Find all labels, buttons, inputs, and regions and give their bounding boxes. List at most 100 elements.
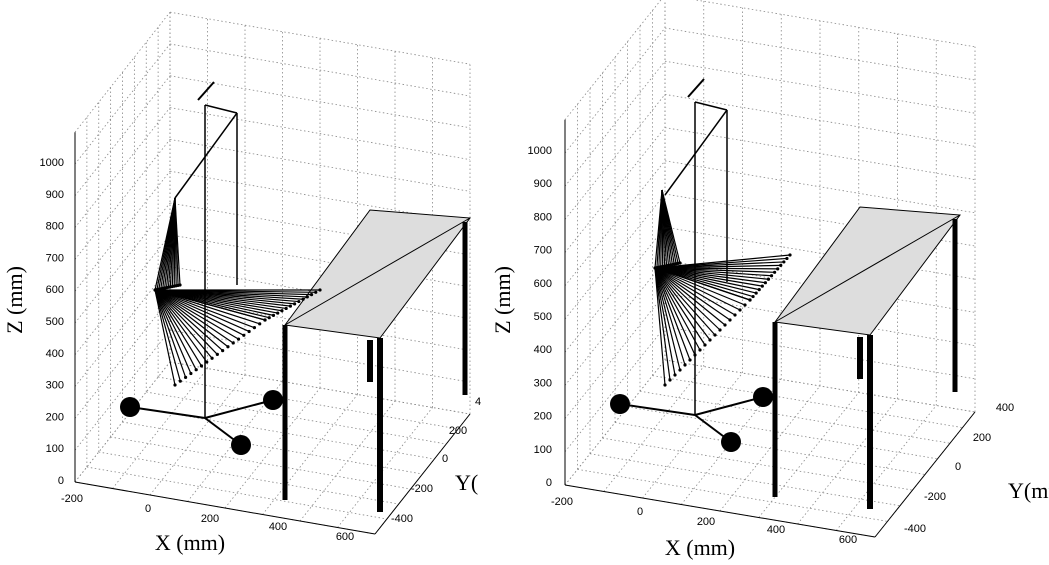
z-tick-label: 200	[534, 411, 552, 423]
table-top	[775, 207, 960, 335]
arm-tip	[200, 364, 203, 367]
floor-grid	[798, 399, 898, 524]
z-tick-label: 300	[46, 380, 64, 392]
arm-tip	[258, 322, 261, 325]
z-tick-label: 500	[534, 311, 552, 323]
x-tick-label: 200	[697, 516, 715, 528]
pole	[175, 113, 237, 198]
x-tick-label: -200	[551, 496, 573, 508]
arm-tip	[713, 333, 716, 336]
arm-tip	[782, 260, 785, 263]
x-tick-label: -200	[61, 493, 83, 505]
arm-tip	[678, 261, 681, 264]
z-tick-label: 1000	[40, 157, 64, 169]
x-axis-label: X (mm)	[155, 530, 225, 555]
arm-tip	[673, 373, 676, 376]
arm-tip	[738, 308, 741, 311]
x-tick-label: 600	[839, 534, 857, 546]
arm-tip	[733, 313, 736, 316]
wall-grid	[665, 94, 975, 146]
arm-tip	[195, 368, 198, 371]
arm-tip	[703, 343, 706, 346]
arm-tip	[698, 348, 701, 351]
arm-tip	[688, 358, 691, 361]
arm-tip	[318, 288, 321, 291]
floor-grid	[263, 395, 358, 515]
z-tick-label: 200	[46, 411, 64, 423]
base-ball	[721, 432, 741, 452]
wall-grid	[565, 260, 665, 385]
arm-tip	[285, 307, 288, 310]
arm-tip	[179, 380, 182, 383]
wall-grid	[170, 330, 470, 382]
x-tick-label: 200	[201, 513, 219, 525]
panel: 01002003004005006007008009001000-2000200…	[2, 12, 481, 555]
wall-grid	[565, 360, 665, 485]
x-tick-label: 400	[767, 524, 785, 536]
panel: 01002003004005006007008009001000-2000200…	[490, 0, 1049, 560]
floor-grid	[338, 408, 433, 528]
z-tick-label: 300	[534, 377, 552, 389]
y-tick-label: 400	[996, 402, 1014, 414]
wall-grid	[565, 61, 665, 186]
axis	[565, 485, 875, 537]
arm-tip	[306, 295, 309, 298]
arm-tip	[226, 345, 229, 348]
arm-tip	[668, 378, 671, 381]
arm-tip	[758, 288, 761, 291]
wall-grid	[665, 0, 975, 47]
wall-grid	[170, 362, 470, 414]
wall-grid	[665, 28, 975, 80]
pole	[688, 79, 704, 97]
wall-grid	[75, 12, 170, 132]
arm-tip	[184, 376, 187, 379]
arm-tip	[708, 338, 711, 341]
wall-grid	[665, 327, 975, 379]
y-tick-label: -400	[391, 513, 413, 525]
arm-tip	[237, 338, 240, 341]
base-arm	[205, 400, 273, 418]
base-arm	[130, 407, 205, 418]
z-tick-label: 500	[46, 316, 64, 328]
floor-grid	[99, 452, 399, 504]
arm-tip	[173, 383, 176, 386]
pole	[198, 82, 214, 100]
arm-tip	[755, 291, 758, 294]
z-tick-label: 100	[534, 444, 552, 456]
floor-grid	[640, 391, 950, 443]
y-axis-label: Y(	[455, 470, 478, 495]
y-tick-label: -200	[924, 491, 946, 503]
floor-grid	[628, 407, 938, 459]
arm-tip	[280, 309, 283, 312]
z-tick-label: 900	[46, 189, 64, 201]
pole	[665, 110, 727, 195]
arm-tip	[293, 302, 296, 305]
arm-tip	[743, 303, 746, 306]
arm-tip	[205, 360, 208, 363]
floor-grid	[653, 376, 963, 428]
arm-tip	[785, 257, 788, 260]
z-tick-label: 1000	[528, 145, 552, 157]
y-tick-label: -200	[411, 483, 433, 495]
z-tick-label: 600	[534, 278, 552, 290]
arm-tip	[210, 357, 213, 360]
floor-grid	[615, 423, 925, 475]
x-tick-label: 0	[145, 503, 151, 515]
wall-grid	[170, 12, 470, 64]
arm-tip	[268, 316, 271, 319]
arm-tip	[272, 314, 275, 317]
arm-tip	[276, 311, 279, 314]
pole	[205, 105, 237, 113]
z-tick-label: 0	[58, 475, 64, 487]
z-axis-label: Z (mm)	[2, 266, 27, 334]
arm-tip	[773, 271, 776, 274]
arm-tip	[770, 274, 773, 277]
z-tick-label: 600	[46, 284, 64, 296]
y-tick-label: -400	[904, 523, 926, 535]
x-tick-label: 0	[637, 506, 643, 518]
table-top	[285, 210, 470, 338]
arm-tip	[253, 326, 256, 329]
base-ball	[120, 397, 140, 417]
floor-grid	[87, 467, 387, 519]
y-tick-label: 200	[973, 432, 991, 444]
